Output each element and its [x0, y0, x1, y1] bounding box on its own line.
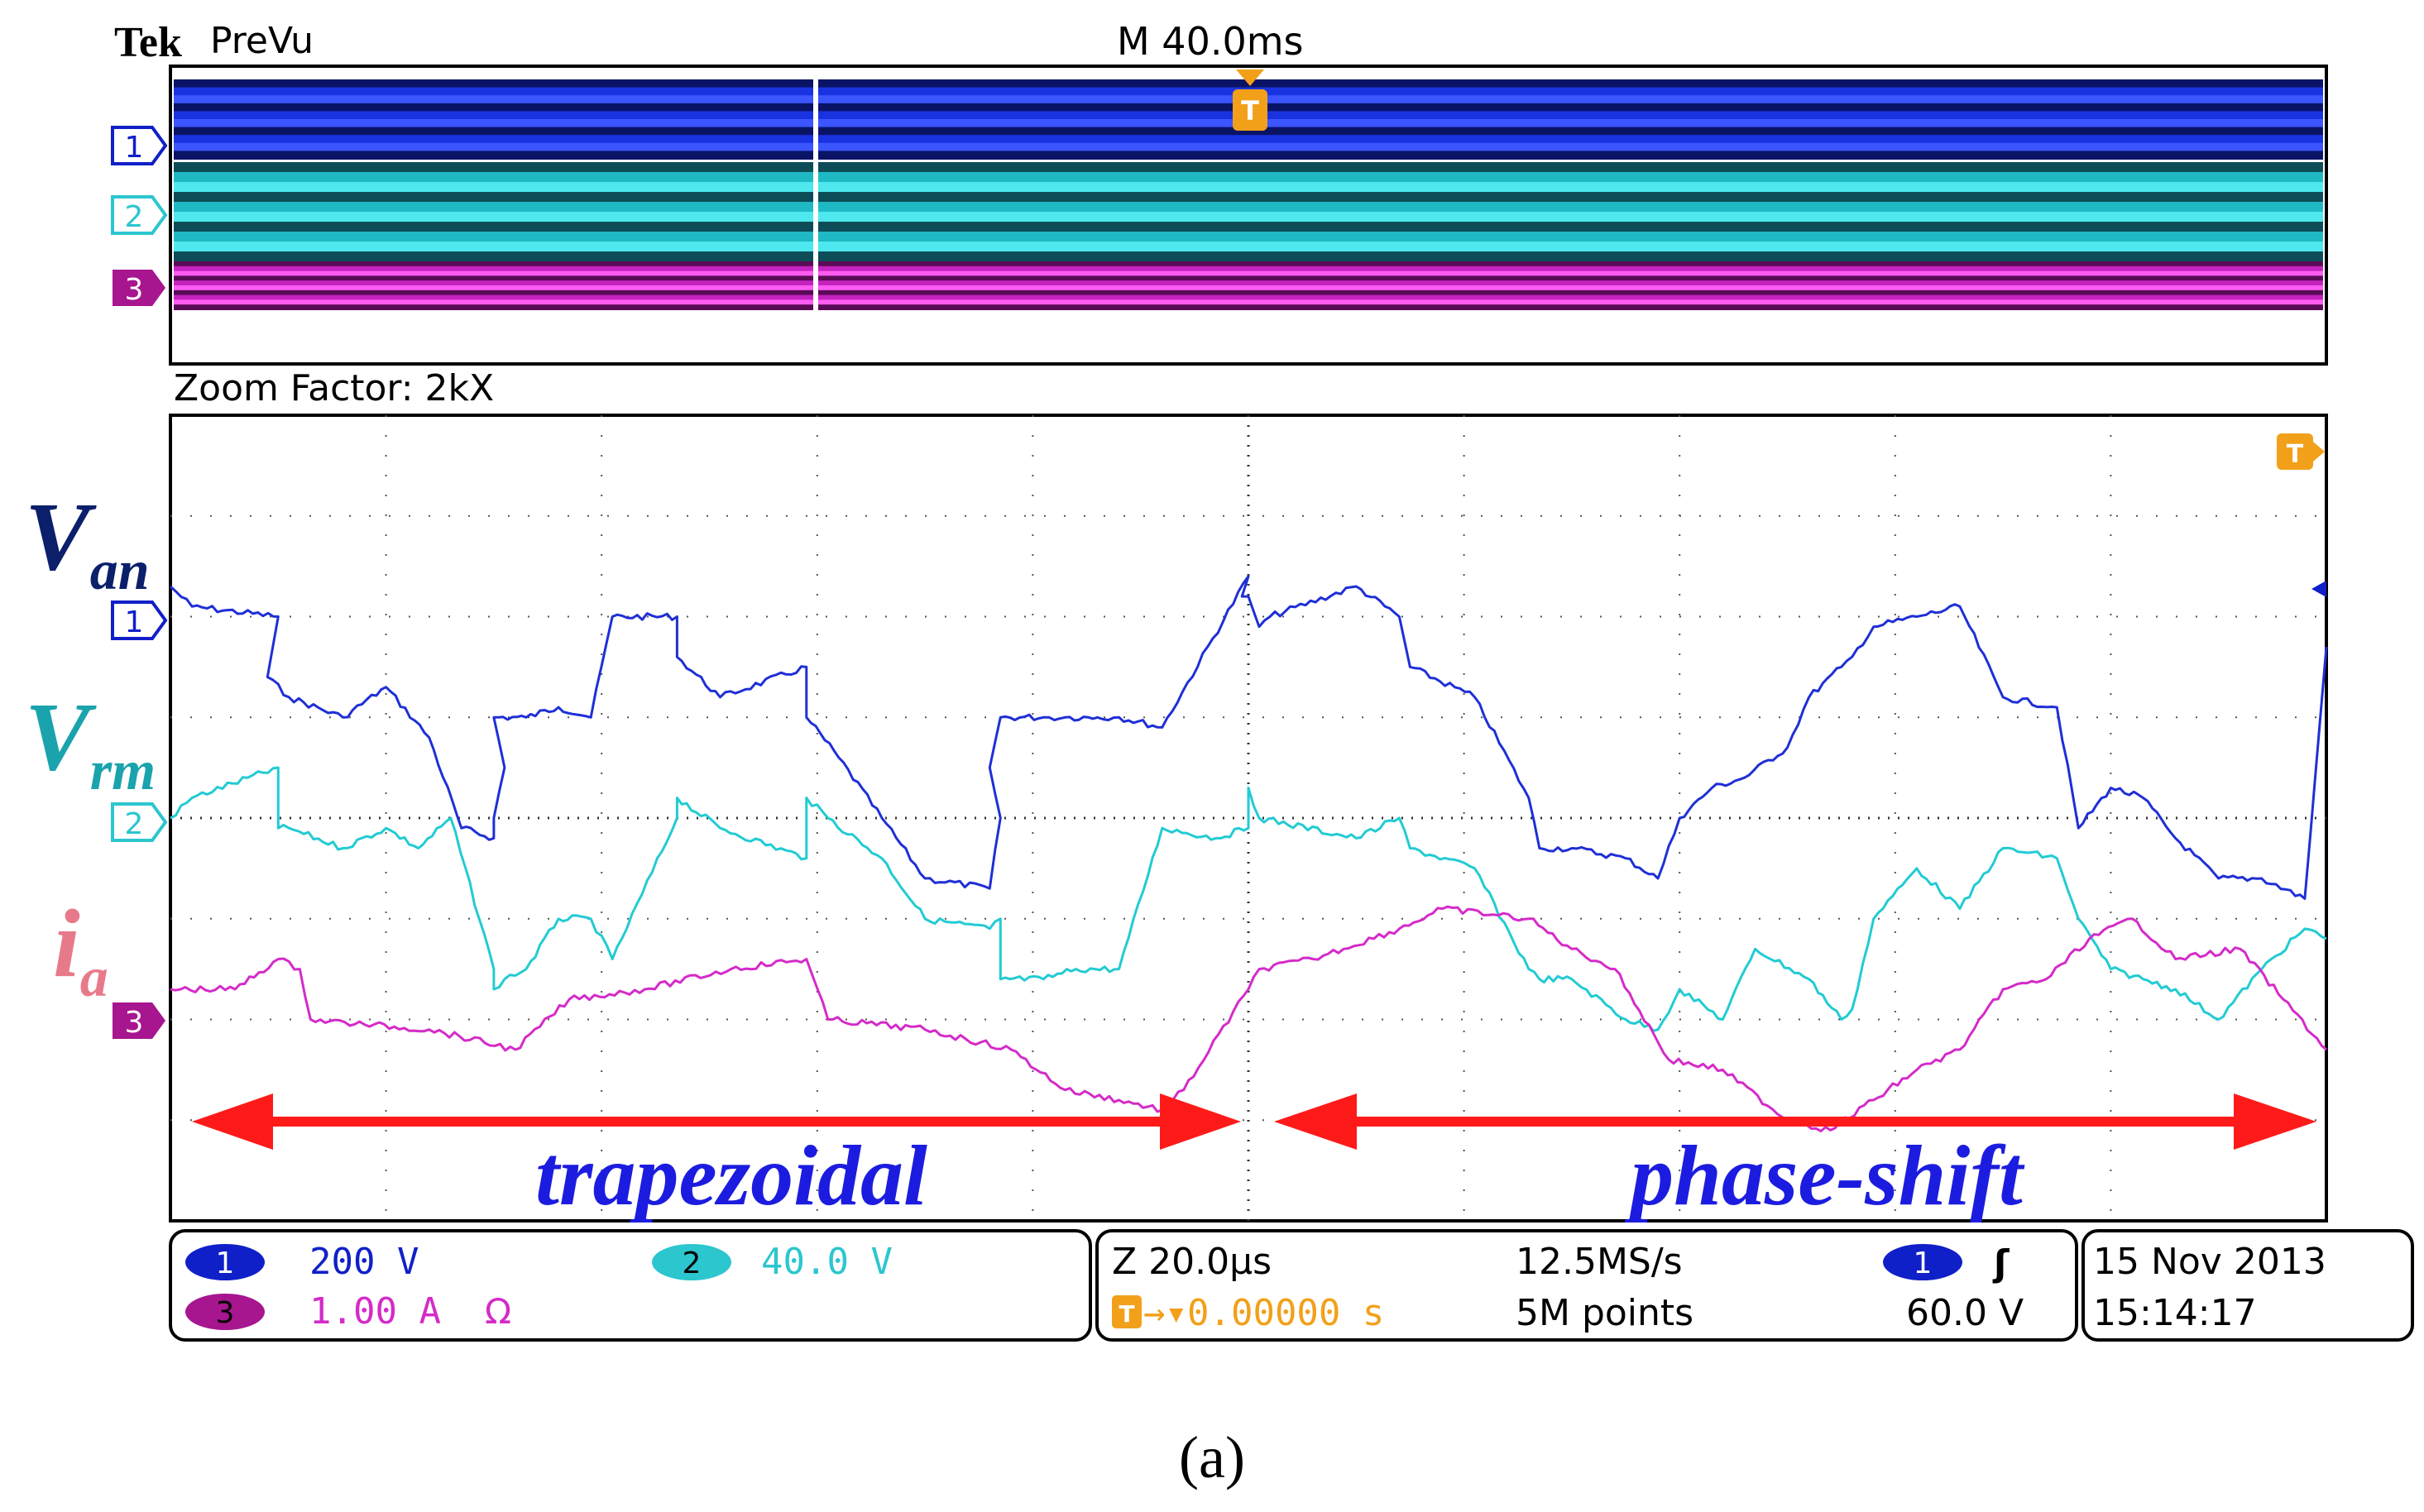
- overview-band-ch3: [174, 289, 2323, 296]
- ch1-trigger-level-arrow-icon: [2311, 581, 2326, 597]
- timebase-label: M 40.0ms: [1117, 19, 1304, 64]
- ch1-badge: [185, 1244, 265, 1280]
- overview-band-ch3: [174, 270, 2323, 277]
- ch1-scale: 200 V: [309, 1241, 419, 1283]
- overview-band-ch1: [174, 142, 2323, 152]
- channel-scale-panel: [169, 1229, 1092, 1342]
- datetime-panel: [2081, 1229, 2414, 1342]
- phase-shift-label: phase-shift: [1624, 1128, 2025, 1223]
- trace-ia: [170, 905, 2327, 1132]
- ch3-ground-marker: 3: [113, 1002, 165, 1040]
- overview-band-ch3: [174, 266, 2323, 272]
- trapezoidal-label: trapezoidal: [535, 1128, 927, 1223]
- mode-label: PreVu: [210, 20, 314, 62]
- overview-band-ch2: [174, 172, 2323, 183]
- van-label: Van: [25, 482, 150, 601]
- trapezoidal-region-arrow: [192, 1093, 1241, 1150]
- ch2-ground-label: 2: [125, 807, 144, 841]
- vrm-label-main: V: [25, 682, 97, 791]
- figure-caption: (a): [1179, 1424, 1245, 1490]
- vrm-label: Vrm: [25, 682, 156, 801]
- trigger-position-value: →▾0.00000 s: [1143, 1292, 1384, 1334]
- acquisition-panel: [1095, 1229, 2078, 1342]
- ch1-ground-label: 1: [125, 605, 144, 639]
- ch2-badge-label: 2: [683, 1246, 702, 1280]
- overview-band-ch2: [174, 202, 2323, 213]
- overview-band-ch2: [174, 232, 2323, 242]
- overview-band-ch1: [174, 135, 2323, 144]
- trace-vrm: [170, 766, 2327, 1032]
- overview-band-ch2: [174, 222, 2323, 232]
- trigger-level-pointer-icon: [2313, 442, 2325, 462]
- brand-label: Tek: [114, 19, 182, 66]
- trigger-position-icon: [1236, 69, 1264, 86]
- trigger-slope-icon: ʃ: [1992, 1242, 2010, 1285]
- overview-band-ch2: [174, 242, 2323, 252]
- overview-band-ch2: [174, 192, 2323, 203]
- vrm-label-sub: rm: [90, 739, 156, 801]
- overview-band-ch3: [174, 261, 2323, 267]
- ch1-badge-label: 1: [216, 1246, 235, 1280]
- overview-band-ch2: [174, 162, 2323, 173]
- trigger-level-value: 60.0 V: [1906, 1292, 2024, 1334]
- overview-band-ch1: [174, 151, 2323, 160]
- trigger-position-badge-label: T: [1119, 1300, 1134, 1328]
- overview-band-ch2: [174, 182, 2323, 193]
- waveform-traces: [169, 575, 2328, 1132]
- ch2-badge: [652, 1244, 731, 1280]
- overview-band-ch3: [174, 285, 2323, 291]
- ia-label-sub: a: [80, 945, 108, 1008]
- sample-rate: 12.5MS/s: [1516, 1241, 1683, 1283]
- overview-band-ch3: [174, 294, 2323, 301]
- ch3-ohm-icon: Ω: [485, 1291, 511, 1332]
- overview-band-ch2: [174, 212, 2323, 222]
- van-label-main: V: [25, 482, 97, 591]
- capture-time: 15:14:17: [2093, 1292, 2257, 1334]
- overview-band-ch3: [174, 280, 2323, 286]
- trigger-level-icon: [2277, 433, 2313, 470]
- overview-ch2-label: 2: [125, 200, 144, 234]
- overview-band-ch1: [174, 127, 2323, 136]
- capture-date: 15 Nov 2013: [2093, 1241, 2326, 1283]
- overview-band-ch3: [174, 275, 2323, 282]
- record-length: 5M points: [1516, 1292, 1693, 1334]
- ch3-badge-label: 3: [216, 1296, 235, 1330]
- trace-van: [169, 575, 2328, 900]
- overview-band-ch3: [174, 299, 2323, 306]
- trigger-position-badge-icon: [1112, 1295, 1142, 1328]
- trigger-level-label: T: [2287, 440, 2304, 469]
- trigger-source-label: 1: [1914, 1246, 1933, 1280]
- overview-ch2-marker: 2: [111, 195, 168, 235]
- ch3-badge: [185, 1294, 265, 1330]
- ch2-ground-marker: 2: [111, 802, 168, 842]
- overview-ch3-label: 3: [125, 273, 144, 307]
- ch2-scale: 40.0 V: [761, 1241, 893, 1283]
- zoom-factor-label: Zoom Factor: 2kX: [174, 367, 494, 409]
- van-label-sub: an: [90, 538, 150, 601]
- zoom-time-scale: Z 20.0µs: [1112, 1241, 1272, 1283]
- trigger-marker-label: T: [1241, 95, 1259, 127]
- ch3-scale: 1.00 A: [309, 1290, 441, 1333]
- ch3-ground-label: 3: [125, 1006, 144, 1040]
- overview-ch3-marker: 3: [113, 270, 165, 307]
- overview-band-ch2: [174, 251, 2323, 262]
- ch1-ground-marker: 1: [111, 600, 168, 640]
- trigger-source-badge: [1883, 1244, 1962, 1280]
- overview-ch1-label: 1: [125, 131, 144, 165]
- trigger-marker-icon: [1233, 89, 1267, 131]
- phase-shift-region-arrow: [1274, 1093, 2316, 1150]
- ia-label-main: i: [53, 889, 80, 998]
- ia-label: ia: [53, 889, 108, 1008]
- overview-ch1-marker: 1: [111, 126, 168, 165]
- overview-band-ch3: [174, 304, 2323, 310]
